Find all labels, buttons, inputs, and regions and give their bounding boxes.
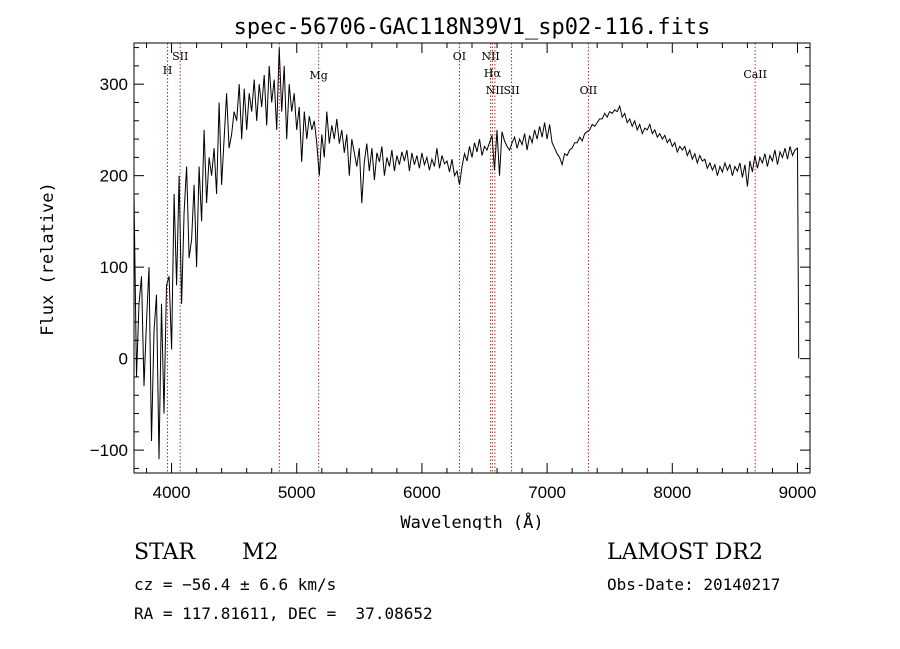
x-axis-ticks: 4000 5000 6000 7000 8000 9000 xyxy=(146,43,817,502)
object-class: STAR xyxy=(134,540,195,565)
survey-name: LAMOST DR2 xyxy=(607,540,763,565)
line-mark-label: SII xyxy=(503,84,519,97)
redshift-velocity: cz = −56.4 ± 6.6 km/s xyxy=(134,575,337,594)
line-mark-label: OI xyxy=(453,50,466,63)
observation-date: Obs-Date: 20140217 xyxy=(607,575,781,594)
x-tick-label: 6000 xyxy=(403,483,441,502)
y-axis-ticks: −100 0 100 200 300 xyxy=(90,47,810,469)
chart-title: spec-56706-GAC118N39V1_sp02-116.fits xyxy=(234,15,711,40)
line-mark-label: OII xyxy=(580,84,598,97)
object-subclass: M2 xyxy=(242,540,279,565)
x-tick-label: 5000 xyxy=(278,483,316,502)
x-axis-label: Wavelength (Å) xyxy=(400,511,543,530)
line-mark-label: Hα xyxy=(484,67,502,80)
y-tick-label: −100 xyxy=(90,441,128,460)
x-tick-label: 9000 xyxy=(779,483,817,502)
x-tick-label: 4000 xyxy=(153,483,191,502)
line-mark-label: NII xyxy=(486,84,504,97)
y-tick-label: 200 xyxy=(100,167,128,186)
line-mark-label: SII xyxy=(172,50,188,63)
line-mark-label: NII xyxy=(481,50,499,63)
line-mark-label: H xyxy=(163,64,173,77)
line-mark-label: Mg xyxy=(309,69,327,82)
y-tick-label: 0 xyxy=(119,350,128,369)
x-tick-label: 8000 xyxy=(653,483,691,502)
x-tick-label: 7000 xyxy=(528,483,566,502)
plot-frame xyxy=(133,42,811,474)
y-tick-label: 300 xyxy=(100,75,128,94)
y-tick-label: 100 xyxy=(100,258,128,277)
y-axis-label: Flux (relative) xyxy=(38,182,58,336)
spectrum-line xyxy=(133,47,800,460)
line-mark-label: CaII xyxy=(743,68,767,81)
spectrum-chart: spec-56706-GAC118N39V1_sp02-116.fits HSI… xyxy=(38,15,817,530)
ra-dec-coordinates: RA = 117.81611, DEC = 37.08652 xyxy=(134,604,433,623)
